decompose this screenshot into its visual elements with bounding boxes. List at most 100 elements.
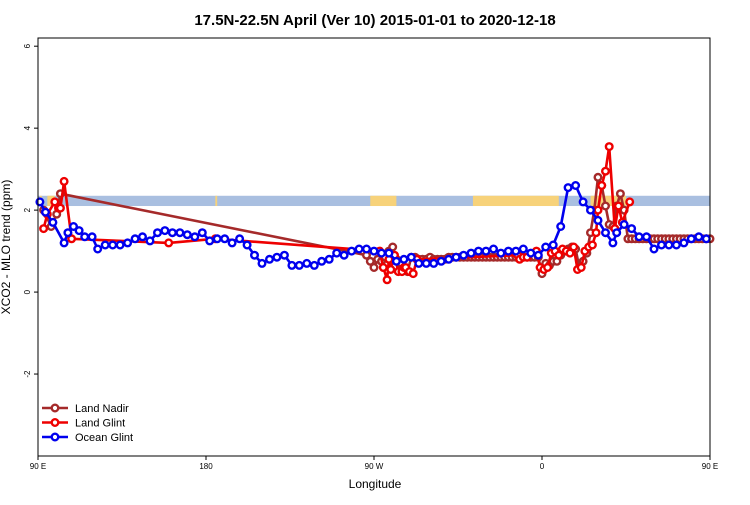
data-point	[50, 197, 60, 207]
data-point	[496, 248, 506, 258]
data-point	[39, 224, 49, 234]
data-point	[671, 240, 681, 250]
data-point	[569, 242, 579, 252]
x-tick-label: 90 E	[30, 462, 46, 471]
data-point	[137, 232, 147, 242]
data-point	[634, 232, 644, 242]
data-point	[67, 234, 77, 244]
data-point	[518, 244, 528, 254]
data-point	[388, 242, 398, 252]
data-point	[406, 252, 416, 262]
data-point	[459, 250, 469, 260]
legend-marker	[50, 403, 60, 413]
land-band-segment	[590, 195, 626, 207]
data-point	[265, 254, 275, 264]
x-tick-label: 90 E	[702, 462, 718, 471]
data-point	[642, 232, 652, 242]
data-point	[205, 236, 215, 246]
y-axis: -2 0 2 4 6	[23, 43, 38, 378]
data-point	[164, 238, 174, 248]
x-tick-label: 0	[540, 462, 545, 471]
data-point	[294, 260, 304, 270]
data-point	[526, 248, 536, 258]
data-point	[556, 221, 566, 231]
data-point	[130, 234, 140, 244]
data-point	[362, 244, 372, 254]
data-point	[377, 248, 387, 258]
land-band-segment	[472, 195, 559, 207]
data-point	[586, 205, 596, 215]
data-point	[587, 240, 597, 250]
data-point	[604, 142, 614, 152]
data-point	[614, 201, 624, 211]
data-point	[108, 240, 118, 250]
data-point	[694, 232, 704, 242]
data-point	[378, 263, 388, 273]
data-point	[657, 240, 667, 250]
data-point	[197, 228, 207, 238]
legend-item: Land Nadir	[42, 403, 129, 415]
data-point	[257, 258, 267, 268]
data-point	[87, 232, 97, 242]
data-point	[593, 215, 603, 225]
y-tick-label: 2	[23, 207, 32, 212]
data-point	[365, 256, 375, 266]
data-point	[436, 256, 446, 266]
data-point	[182, 230, 192, 240]
data-point	[399, 254, 409, 264]
data-point	[123, 238, 133, 248]
data-point	[235, 234, 245, 244]
x-axis-title: Longitude	[349, 477, 402, 491]
legend-item: Land Glint	[42, 418, 125, 430]
data-point	[354, 244, 364, 254]
data-point	[55, 203, 65, 213]
data-point	[80, 232, 90, 242]
data-point	[414, 258, 424, 268]
data-point	[612, 228, 622, 238]
y-tick-label: 6	[23, 43, 32, 48]
data-point	[615, 189, 625, 199]
data-point	[511, 246, 521, 256]
data-point	[347, 246, 357, 256]
data-point	[593, 205, 603, 215]
data-point	[152, 228, 162, 238]
data-point	[212, 234, 222, 244]
legend-marker	[50, 432, 60, 442]
data-point	[386, 265, 396, 275]
data-point	[369, 263, 379, 273]
data-point	[175, 228, 185, 238]
legend-label: Land Nadir	[75, 403, 129, 415]
data-point	[302, 258, 312, 268]
data-point	[190, 232, 200, 242]
series-land-glint	[39, 142, 635, 285]
data-point	[59, 176, 69, 186]
data-point	[601, 228, 611, 238]
legend-label: Ocean Glint	[75, 432, 133, 444]
data-point	[421, 258, 431, 268]
data-point	[63, 228, 73, 238]
data-point	[249, 250, 259, 260]
data-point	[41, 207, 51, 217]
data-point	[601, 201, 611, 211]
data-point	[541, 242, 551, 252]
data-point	[408, 269, 418, 279]
chart-title: 17.5N-22.5N April (Ver 10) 2015-01-01 to…	[194, 12, 555, 29]
data-point	[444, 254, 454, 264]
data-point	[145, 236, 155, 246]
data-point	[160, 226, 170, 236]
legend-label: Land Glint	[75, 418, 125, 430]
data-point	[279, 250, 289, 260]
y-tick-label: -2	[23, 370, 32, 378]
data-point	[533, 250, 543, 260]
data-point	[503, 246, 513, 256]
data-point	[543, 263, 553, 273]
data-point	[679, 238, 689, 248]
data-point	[701, 234, 711, 244]
data-point	[686, 234, 696, 244]
data-point	[565, 248, 575, 258]
legend: Land Nadir Land Glint Ocean Glint	[42, 403, 133, 444]
data-point	[548, 240, 558, 250]
data-point	[220, 234, 230, 244]
data-point	[489, 244, 499, 254]
data-point	[242, 240, 252, 250]
